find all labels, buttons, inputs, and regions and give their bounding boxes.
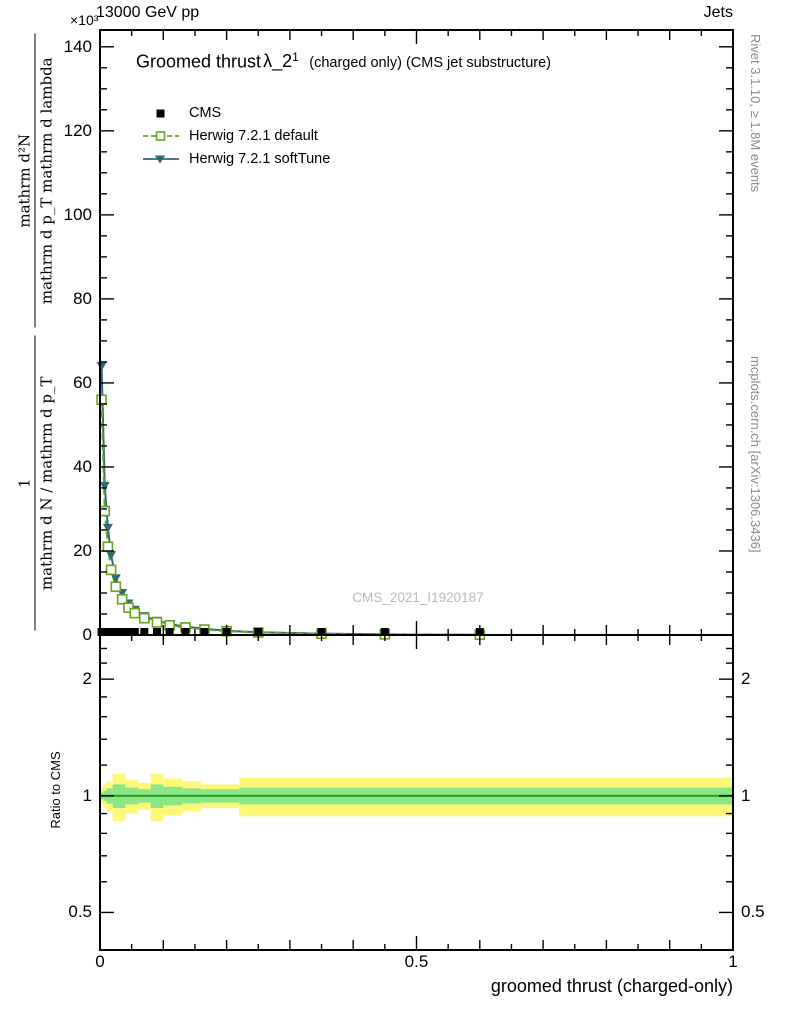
herwig-default-marker-icon [143, 130, 179, 141]
y-axis-fraction-2-numerator: mathrm d²N [15, 33, 36, 328]
plot-title-main: Groomed thrust [136, 51, 262, 72]
mcplots-reference-label: mcplots.cern.ch [arXiv:1306.3436] [748, 356, 763, 553]
main-y-tick-label: 120 [63, 120, 92, 140]
y-axis-exponent-label: ×10³ [70, 12, 99, 28]
main-y-tick-label: 100 [63, 204, 92, 224]
plot-title-superscript: 1 [292, 50, 299, 64]
legend-row-herwig-softtune: Herwig 7.2.1 softTune [142, 147, 330, 170]
ratio-y-tick-label-right: 2 [741, 669, 751, 689]
legend-row-cms: CMS [142, 101, 330, 124]
cms-marker-icon [156, 109, 165, 117]
x-tick-label: 0.5 [404, 952, 429, 971]
legend-label-herwig-default: Herwig 7.2.1 default [189, 127, 318, 144]
y-axis-fraction-2: mathrm d²N mathrm d p_T mathrm d lambda [15, 30, 56, 333]
x-axis-title: groomed thrust (charged-only) [490, 976, 733, 996]
ratio-y-tick-label-left: 1 [82, 785, 92, 805]
beam-energy-label: 13000 GeV pp [96, 4, 200, 21]
series-markers-cms [97, 628, 484, 636]
ratio-y-tick-label-right: 0.5 [741, 902, 765, 922]
legend: CMS Herwig 7.2.1 default Herwig 7.2.1 so… [142, 101, 330, 170]
plot-title-suffix: (charged only) (CMS jet substructure) [309, 55, 551, 72]
main-y-tick-label: 0 [82, 625, 92, 644]
plot-title-symbol: λ_2 [263, 51, 293, 72]
main-y-tick-label: 140 [63, 36, 92, 56]
ratio-y-tick-label-left: 0.5 [68, 902, 92, 922]
axis-ticks [99, 30, 734, 950]
main-y-tick-label: 60 [73, 372, 92, 392]
x-tick-label: 0 [95, 952, 105, 971]
legend-row-herwig-default: Herwig 7.2.1 default [142, 124, 330, 147]
analysis-group-label: Jets [703, 4, 733, 21]
rivet-version-label: Rivet 3.1.10, ≥ 1.8M events [748, 34, 763, 193]
ratio-y-tick-label-left: 2 [82, 669, 92, 689]
herwig-softtune-marker-icon [143, 155, 179, 163]
main-y-tick-label: 80 [73, 288, 92, 308]
x-tick-label: 1 [728, 952, 738, 971]
main-y-tick-label: 40 [73, 456, 92, 476]
analysis-id-watermark: CMS_2021_I1920187 [352, 590, 484, 605]
main-y-tick-label: 20 [73, 540, 92, 560]
legend-label-herwig-softtune: Herwig 7.2.1 softTune [189, 150, 331, 167]
plot-title: Groomed thrust λ_21 (charged only) (CMS j… [136, 50, 551, 72]
ratio-y-tick-label-right: 1 [741, 785, 751, 805]
legend-label-cms: CMS [189, 104, 222, 121]
y-axis-fraction-2-denominator: mathrm d p_T mathrm d lambda [37, 57, 56, 305]
ratio-uncertainty-bands [100, 773, 733, 822]
